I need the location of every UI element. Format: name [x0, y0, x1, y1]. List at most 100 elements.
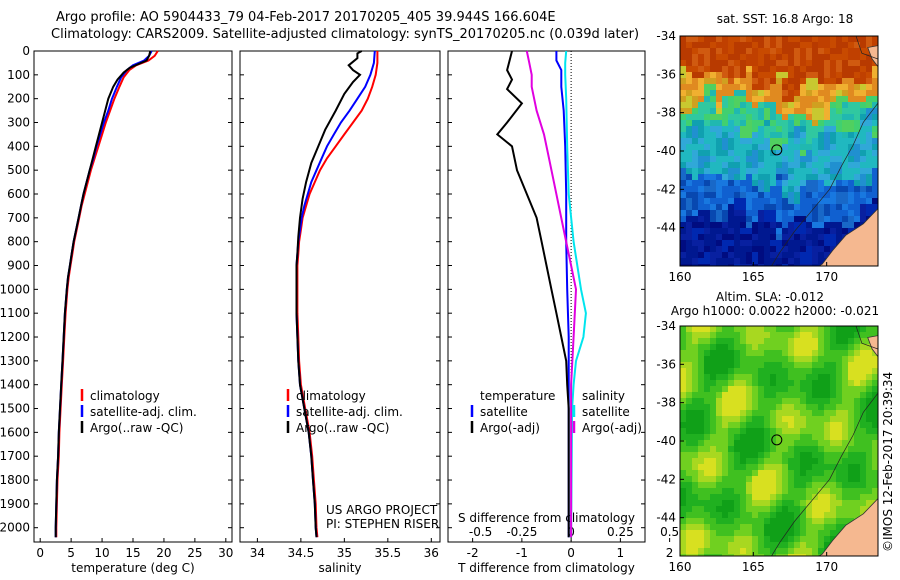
legend-label: climatology — [296, 389, 366, 403]
y-tick-label: 2000 — [0, 521, 30, 535]
s-tick-label: -0.25 — [506, 525, 537, 539]
x-tick-label: 160 — [669, 270, 692, 284]
legend-label: Argo(..raw -QC) — [296, 421, 389, 435]
y-tick-label: 1900 — [0, 497, 30, 511]
legend-label: satellite-adj. clim. — [90, 405, 197, 419]
x-tick-label: 160 — [669, 560, 692, 574]
x-tick-label: 25 — [187, 546, 202, 560]
annotation-text: PI: STEPHEN RISER — [326, 517, 439, 531]
y-tick-label: 1700 — [0, 449, 30, 463]
plot-frame — [33, 50, 233, 543]
y-tick-label: -38 — [656, 106, 676, 120]
x-tick-label: 30 — [218, 546, 233, 560]
x-tick-label: 35.5 — [374, 546, 401, 560]
depth-contour — [771, 102, 878, 266]
y-tick-label: 600 — [7, 187, 30, 201]
y-tick-label: -34 — [656, 319, 676, 333]
map-sst-map: -34 -36 -38 -40 -42 -44 160 165 170 — [656, 29, 879, 284]
y-tick-label: 1100 — [0, 306, 30, 320]
map-sla-map: -34 -36 -38 -40 -42 -44 160 165 170 — [656, 319, 879, 574]
y-tick-label: -40 — [656, 434, 676, 448]
y-tick-label: 900 — [7, 259, 30, 273]
legend-label: temperature — [480, 389, 555, 403]
legend-label: climatology — [90, 389, 160, 403]
land-mass — [818, 497, 878, 556]
y-tick-label: -42 — [656, 182, 676, 196]
annotation-text: US ARGO PROJECT — [326, 503, 438, 517]
s-tick-label: 0.5 — [660, 525, 679, 539]
x-axis-label: salinity — [318, 561, 361, 575]
land-mass — [818, 207, 878, 266]
x-tick-label: 2 — [666, 546, 674, 560]
x-axis-label: temperature (deg C) — [71, 561, 194, 575]
x-tick-label: 10 — [94, 546, 109, 560]
y-tick-label: 200 — [7, 92, 30, 106]
sla-map-title: Altim. SLA: -0.012 — [716, 290, 824, 304]
y-tick-label: 0 — [22, 44, 30, 58]
y-tick-label: 1600 — [0, 425, 30, 439]
series-s-satellite — [564, 50, 587, 538]
y-tick-label: 400 — [7, 139, 30, 153]
y-tick-label: 100 — [7, 68, 30, 82]
x-tick-label: 165 — [742, 270, 765, 284]
y-tick-label: 1500 — [0, 402, 30, 416]
x-tick-label: 0 — [36, 546, 44, 560]
y-tick-label: 1200 — [0, 330, 30, 344]
y-tick-label: 500 — [7, 163, 30, 177]
y-tick-label: 300 — [7, 116, 30, 130]
x-tick-label: 170 — [815, 270, 838, 284]
x-tick-label: 36 — [424, 546, 439, 560]
y-tick-label: 1400 — [0, 378, 30, 392]
x-tick-label: 1 — [617, 546, 625, 560]
profile-panel-temperature: 0 5 10 15 20 25 300100200300400500600700800900… — [0, 44, 233, 575]
depth-contour — [855, 326, 878, 350]
plot-frame — [239, 50, 441, 543]
y-tick-label: 700 — [7, 211, 30, 225]
x-tick-label: 34 — [250, 546, 265, 560]
x-tick-label: 34.5 — [288, 546, 315, 560]
depth-contour — [855, 36, 878, 60]
header-line-1: Argo profile: AO 5904433_79 04-Feb-2017 … — [56, 10, 556, 25]
y-tick-label: 1800 — [0, 473, 30, 487]
y-tick-label: -38 — [656, 396, 676, 410]
land-mass — [867, 335, 878, 358]
series-t-argo-adj- — [495, 50, 570, 538]
series-argo-raw-qc- — [295, 50, 363, 538]
y-tick-label: -44 — [656, 511, 676, 525]
x-tick-label: 0 — [567, 546, 575, 560]
profile-panel-salinity: 34 34.5 35 35.5 36 salinity climatology satelli… — [239, 50, 441, 575]
x-tick-label: -2 — [467, 546, 479, 560]
legend-label: satellite — [582, 405, 630, 419]
argo-float-marker — [771, 434, 783, 446]
y-tick-label: -40 — [656, 144, 676, 158]
legend-label: salinity — [582, 389, 625, 403]
legend-label: satellite-adj. clim. — [296, 405, 403, 419]
x-axis-label: T difference from climatology — [457, 561, 635, 575]
x-tick-label: 170 — [815, 560, 838, 574]
plot-frame — [447, 50, 646, 543]
y-tick-label: 1300 — [0, 354, 30, 368]
legend-label: satellite — [480, 405, 528, 419]
argo-float-marker — [771, 144, 783, 156]
x-tick-label: 15 — [125, 546, 140, 560]
sla-map-subtitle: Argo h1000: 0.0022 h2000: -0.021 — [671, 304, 879, 318]
y-tick-label: 1000 — [0, 282, 30, 296]
s-tick-label: 0.25 — [607, 525, 634, 539]
s-axis-label: S difference from climatology — [458, 511, 635, 525]
land-mass — [867, 45, 878, 68]
header-line-2: Climatology: CARS2009. Satellite-adjuste… — [51, 27, 640, 42]
s-tick-label: -0.5 — [469, 525, 492, 539]
x-tick-label: -1 — [516, 546, 528, 560]
credit-text: ©IMOS 12-Feb-2017 20:39:34 — [881, 372, 895, 552]
series-s-argo-adj- — [525, 50, 578, 538]
y-tick-label: -42 — [656, 472, 676, 486]
series-t-satellite — [555, 51, 570, 538]
sst-map-title: sat. SST: 16.8 Argo: 18 — [717, 12, 854, 26]
series-argo-raw-qc- — [54, 50, 152, 538]
y-tick-label: -36 — [656, 67, 676, 81]
depth-contour — [771, 392, 878, 556]
x-tick-label: 35 — [337, 546, 352, 560]
x-tick-label: 5 — [67, 546, 75, 560]
legend-label: Argo(-adj) — [480, 421, 540, 435]
